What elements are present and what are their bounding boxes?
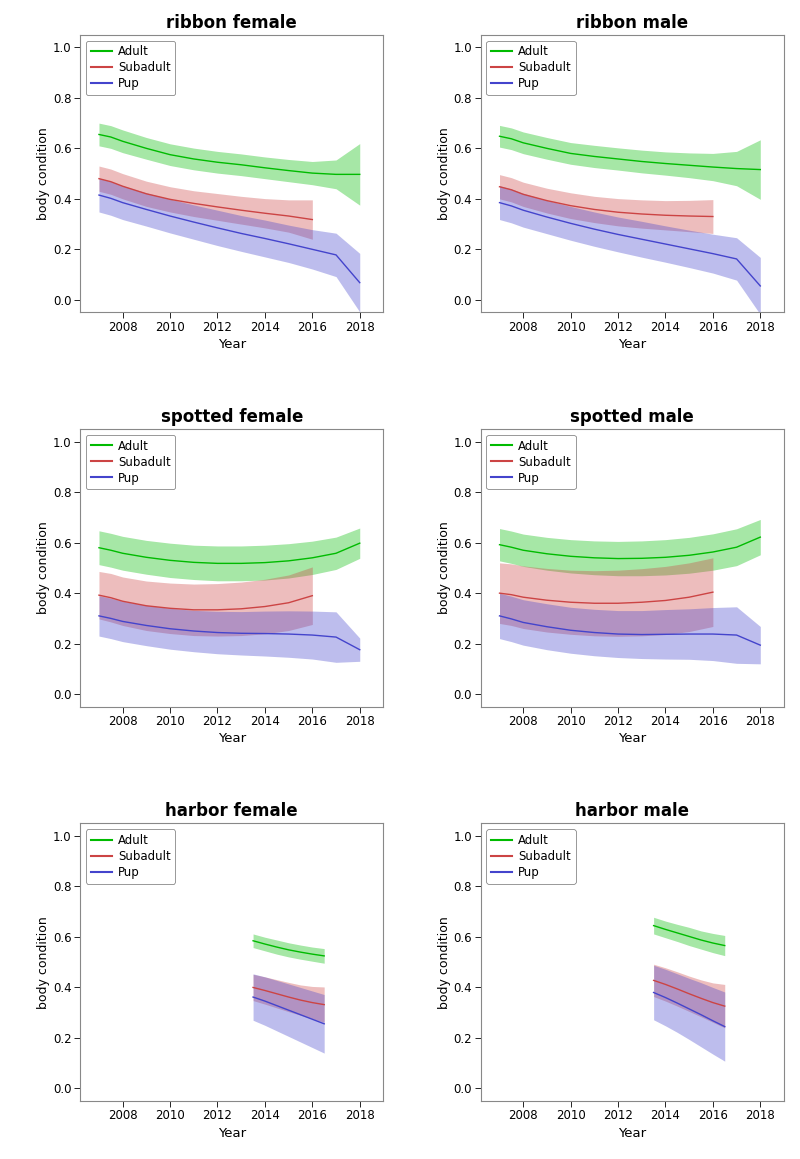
Legend: Adult, Subadult, Pup: Adult, Subadult, Pup <box>86 435 175 489</box>
X-axis label: Year: Year <box>618 732 646 745</box>
Title: spotted female: spotted female <box>161 408 303 427</box>
Title: spotted male: spotted male <box>570 408 694 427</box>
X-axis label: Year: Year <box>218 338 246 351</box>
X-axis label: Year: Year <box>218 732 246 745</box>
Title: ribbon female: ribbon female <box>166 14 297 31</box>
Y-axis label: body condition: body condition <box>438 127 451 220</box>
Title: harbor male: harbor male <box>575 802 690 821</box>
Legend: Adult, Subadult, Pup: Adult, Subadult, Pup <box>486 41 576 95</box>
Legend: Adult, Subadult, Pup: Adult, Subadult, Pup <box>486 830 576 883</box>
X-axis label: Year: Year <box>618 1127 646 1139</box>
Y-axis label: body condition: body condition <box>38 127 50 220</box>
Title: ribbon male: ribbon male <box>576 14 688 31</box>
Y-axis label: body condition: body condition <box>438 916 451 1008</box>
Legend: Adult, Subadult, Pup: Adult, Subadult, Pup <box>86 41 175 95</box>
Y-axis label: body condition: body condition <box>38 916 50 1008</box>
Y-axis label: body condition: body condition <box>38 522 50 614</box>
Legend: Adult, Subadult, Pup: Adult, Subadult, Pup <box>86 830 175 883</box>
Y-axis label: body condition: body condition <box>438 522 451 614</box>
Title: harbor female: harbor female <box>166 802 298 821</box>
X-axis label: Year: Year <box>218 1127 246 1139</box>
Legend: Adult, Subadult, Pup: Adult, Subadult, Pup <box>486 435 576 489</box>
X-axis label: Year: Year <box>618 338 646 351</box>
